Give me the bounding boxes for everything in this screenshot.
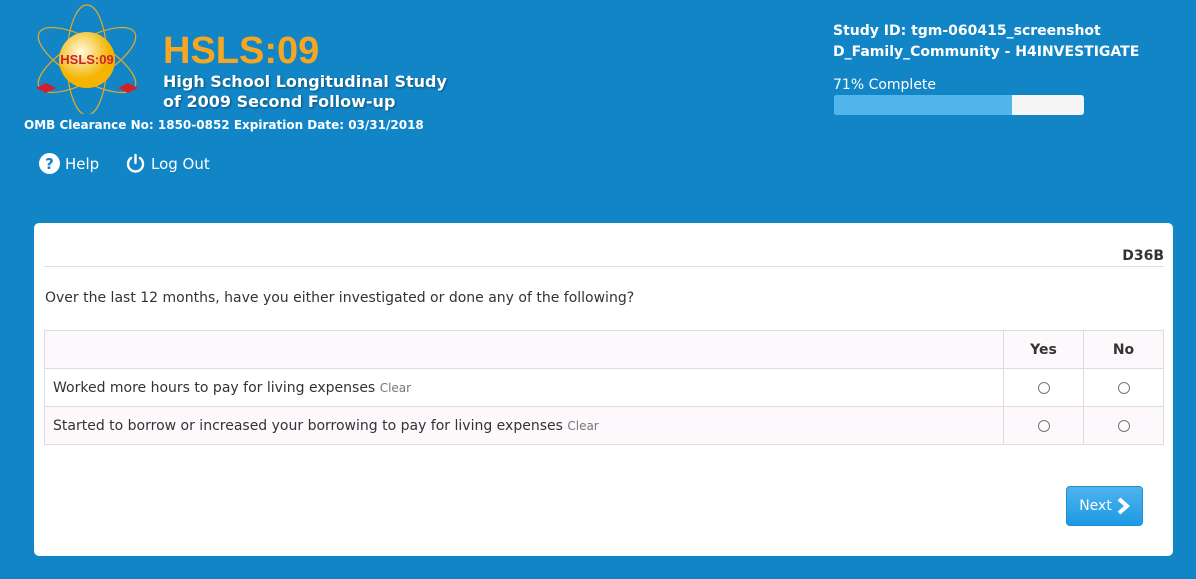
clear-link[interactable]: Clear [379,380,412,395]
column-yes: Yes [1003,330,1084,369]
cell-yes [1003,406,1084,445]
progress-fill [834,95,1012,115]
question-code: D36B [1122,248,1164,264]
column-no: No [1083,330,1164,369]
power-icon [126,153,145,173]
next-label: Next [1079,498,1112,514]
radio-yes[interactable] [1037,381,1050,394]
logout-link[interactable]: Log Out [125,153,210,174]
logout-label: Log Out [151,154,210,173]
cell-no [1083,406,1164,445]
study-id: Study ID: tgm-060415_screenshot [833,23,1101,39]
brand-subtitle: High School Longitudinal Study of 2009 Se… [163,72,447,112]
svg-text:HSLS:09: HSLS:09 [60,52,113,67]
grid-header: Yes No [44,330,1164,369]
row-text: Started to borrow or increased your borr… [53,417,563,434]
hsls-logo: HSLS:09 [36,4,138,114]
progress-bar [834,95,1084,115]
subtitle-line-1: High School Longitudinal Study [163,72,447,91]
cell-yes [1003,368,1084,407]
clear-link[interactable]: Clear [567,418,599,433]
row-text: Worked more hours to pay for living expe… [53,379,376,396]
omb-clearance: OMB Clearance No: 1850-0852 Expiration D… [24,118,424,132]
table-row: Started to borrow or increased your borr… [44,406,1164,445]
row-label: Worked more hours to pay for living expe… [44,368,1004,407]
radio-yes[interactable] [1037,419,1050,432]
cell-no [1083,368,1164,407]
brand-title: HSLS:09 [163,30,320,72]
question-grid: Yes No Worked more hours to pay for livin… [44,330,1164,445]
table-row: Worked more hours to pay for living expe… [44,368,1164,407]
study-info: Study ID: tgm-060415_screenshot D_Family_… [833,21,1139,63]
next-button[interactable]: Next [1066,486,1143,526]
help-link[interactable]: ? Help [39,153,99,174]
help-label: Help [65,154,100,173]
subtitle-line-2: of 2009 Second Follow-up [163,92,396,111]
progress-label: 71% Complete [833,77,937,93]
header-empty [44,330,1004,369]
radio-no[interactable] [1117,381,1130,394]
section-name: D_Family_Community - H4INVESTIGATE [833,44,1140,60]
chevron-right-icon [1117,497,1130,515]
help-icon: ? [39,153,60,174]
question-card: D36B Over the last 12 months, have you e… [34,223,1173,556]
radio-no[interactable] [1117,419,1130,432]
divider [44,266,1164,267]
question-text: Over the last 12 months, have you either… [45,290,635,306]
row-label: Started to borrow or increased your borr… [44,406,1004,445]
